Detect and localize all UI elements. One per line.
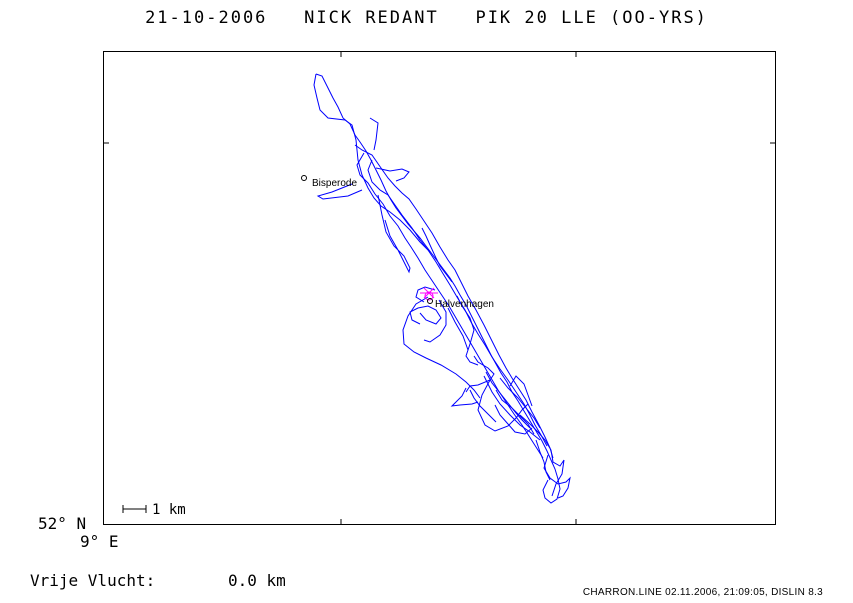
map-frame (103, 51, 776, 525)
place-marker-icon (301, 175, 307, 181)
latitude-label: 52° N (38, 514, 87, 533)
place-label-halvenhagen: Halvenhagen (435, 299, 494, 310)
free-flight-row: Vrije Vlucht: 0.0 km (30, 571, 286, 590)
place-label-bisperode: Bisperode (312, 178, 357, 189)
axis-ticks (103, 51, 776, 525)
footer-credits: CHARRON.LINE 02.11.2006, 21:09:05, DISLI… (582, 587, 823, 598)
start-circle-icon (424, 291, 434, 301)
scale-bar-icon (122, 505, 147, 513)
place-marker-icon (427, 298, 433, 304)
start-marker (420, 287, 438, 301)
free-flight-label: Vrije Vlucht: (30, 571, 156, 590)
scale-label: 1 km (152, 502, 186, 518)
longitude-label: 9° E (80, 532, 119, 551)
free-flight-value: 0.0 km (228, 571, 286, 590)
glider-name: PIK 20 LLE (OO-YRS) (475, 8, 708, 28)
start-cross-icon (420, 287, 438, 299)
flight-track (313, 73, 571, 504)
flight-date: 21-10-2006 (145, 8, 268, 28)
flight-title: 21-10-2006 NICK REDANT PIK 20 LLE (OO-YR… (0, 8, 853, 28)
pilot-name: NICK REDANT (304, 8, 439, 28)
